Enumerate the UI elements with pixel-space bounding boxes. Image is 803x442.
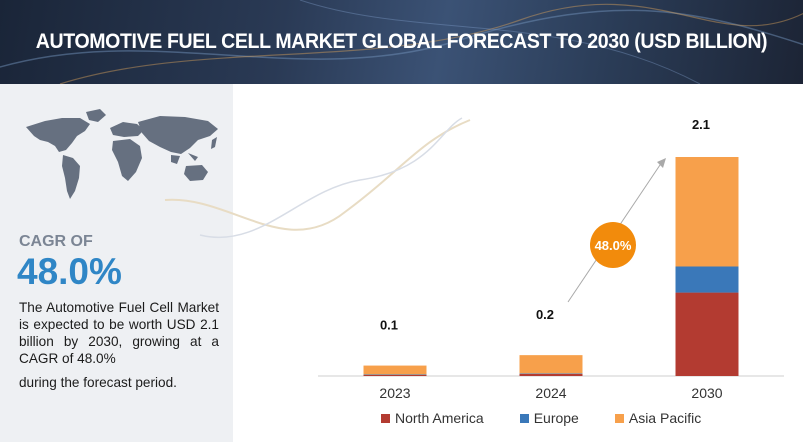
legend-item-asia-pacific: Asia Pacific xyxy=(614,410,702,426)
bar-2023-europe xyxy=(363,374,427,375)
growth-arrowhead xyxy=(657,158,666,168)
chart-legend: North America Europe Asia Pacific xyxy=(381,410,737,430)
bar-2030-asia-pacific xyxy=(675,157,739,267)
x-tick-labels: 2023 2024 2030 xyxy=(379,385,722,401)
legend-label-asia-pacific: Asia Pacific xyxy=(628,410,702,426)
legend-label-europe: Europe xyxy=(533,410,579,426)
world-map-icon xyxy=(26,109,218,199)
bar-2030-europe xyxy=(675,266,739,293)
legend-swatch-asia-pacific xyxy=(614,414,624,423)
legend-swatch-north-america xyxy=(381,414,390,423)
legend-label-north-america: North America xyxy=(395,410,484,426)
total-labels: 0.1 0.2 2.1 xyxy=(380,117,710,333)
cagr-label: CAGR OF xyxy=(19,233,93,250)
cagr-value: 48.0% xyxy=(17,251,122,292)
bar-2023-north-america xyxy=(363,374,427,376)
legend-item-north-america: North America xyxy=(381,410,484,426)
cagr-bubble: 48.0% xyxy=(590,222,636,268)
total-label-2030: 2.1 xyxy=(692,117,710,132)
legend-swatch-europe xyxy=(519,414,529,423)
market-description: The Automotive Fuel Cell Market is expec… xyxy=(19,300,219,366)
bar-2024-asia-pacific xyxy=(519,355,583,374)
header-banner: AUTOMOTIVE FUEL CELL MARKET GLOBAL FOREC… xyxy=(0,0,803,84)
total-label-2024: 0.2 xyxy=(536,307,554,322)
market-description-end: during the forecast period. xyxy=(19,375,177,390)
chart-title: AUTOMOTIVE FUEL CELL MARKET GLOBAL FOREC… xyxy=(35,30,768,53)
total-label-2023: 0.1 xyxy=(380,318,398,333)
legend-item-europe: Europe xyxy=(519,410,579,426)
bar-2024-north-america xyxy=(519,373,583,376)
bar-2030-north-america xyxy=(675,292,739,376)
x-tick-2030: 2030 xyxy=(691,385,722,401)
x-tick-2023: 2023 xyxy=(379,385,410,401)
bar-2024-europe xyxy=(519,373,583,374)
chart-bars xyxy=(363,157,739,376)
banner-light-trails xyxy=(0,0,803,84)
x-tick-2024: 2024 xyxy=(535,385,566,401)
background-swirls xyxy=(164,117,471,238)
bar-2023-asia-pacific xyxy=(363,365,427,375)
